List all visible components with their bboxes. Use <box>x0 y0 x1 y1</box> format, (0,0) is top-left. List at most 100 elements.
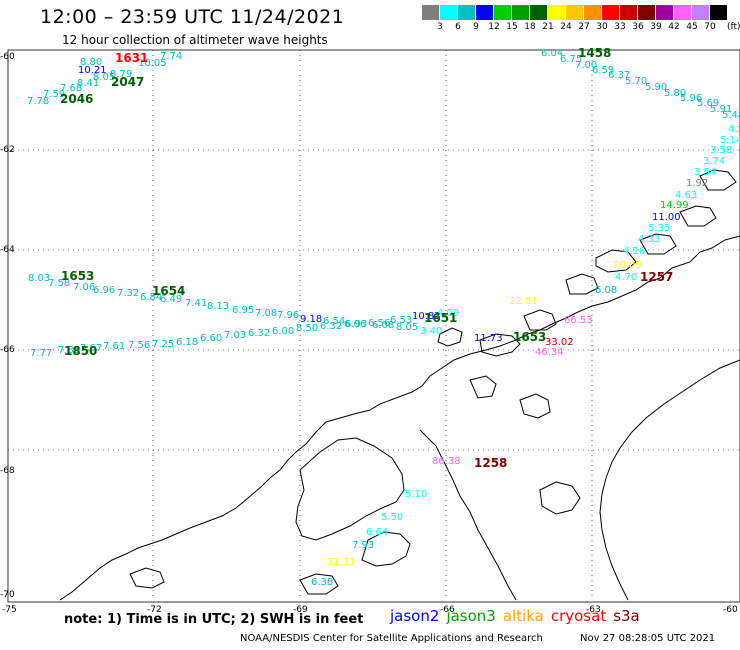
wave-height-reading: 6.32 <box>320 321 342 332</box>
wave-height-reading: 14.99 <box>660 200 689 211</box>
wave-height-reading: 6.53 <box>390 315 412 326</box>
wave-height-reading: 9.18 <box>300 314 322 325</box>
wave-height-reading: 7.56 <box>128 340 150 351</box>
wave-height-reading: 7.67 <box>80 343 102 354</box>
wave-height-reading: 6.37 <box>608 70 630 81</box>
wave-height-reading: 1.92 <box>686 178 708 189</box>
wave-height-reading: 7.03 <box>224 330 246 341</box>
wave-height-reading: 6.60 <box>200 333 222 344</box>
wave-height-reading: 6.18 <box>176 337 198 348</box>
lon-label-63: -63 <box>586 605 601 615</box>
wave-height-reading: 6.32 <box>248 328 270 339</box>
units-note: note: 1) Time is in UTC; 2) SWH is in fe… <box>64 612 364 627</box>
wave-height-reading: 7.93 <box>352 540 374 551</box>
scale-swatch <box>602 5 619 20</box>
wave-height-reading: 6.00 <box>272 326 294 337</box>
wave-height-reading: 7.96 <box>277 310 299 321</box>
wave-height-reading: 6.93 <box>345 319 367 330</box>
wave-height-reading: 6.95 <box>232 305 254 316</box>
wave-height-reading: 4.5 <box>728 124 740 135</box>
scale-swatch <box>584 5 601 20</box>
satellite-legend-entry: cryosat <box>550 607 607 625</box>
pass-time-label: 1257 <box>640 270 673 284</box>
scale-tick-label: 45 <box>686 22 698 32</box>
scale-swatch <box>422 5 439 20</box>
scale-tick-label: 42 <box>668 22 680 32</box>
wave-height-reading: 4.70 <box>615 272 637 283</box>
wave-height-reading: 4.33 <box>638 234 660 245</box>
footer-timestamp: Nov 27 08:28:05 UTC 2021 <box>580 633 716 644</box>
lat-label-60: -60 <box>0 52 15 62</box>
wave-height-reading: 8.80 <box>80 57 102 68</box>
wave-height-reading: 6.59 <box>592 65 614 76</box>
scale-tick-label: 18 <box>524 22 536 32</box>
wave-height-reading: 7.06 <box>73 282 95 293</box>
pass-time-label: 1850 <box>64 344 97 358</box>
coastline <box>59 169 740 601</box>
wave-height-reading: 8.79 <box>110 69 132 80</box>
scale-tick-label: 21 <box>542 22 554 32</box>
wave-height-reading: 5.96 <box>680 93 702 104</box>
pass-time-label: 1653 <box>513 330 546 344</box>
lat-label-64: -64 <box>0 245 15 255</box>
wave-height-reading: 6.08 <box>372 320 394 331</box>
pass-time-label: 2047 <box>111 75 144 89</box>
pass-time-label: 2046 <box>60 92 93 106</box>
scale-swatch <box>620 5 637 20</box>
scale-tick-label: 70 <box>704 22 716 32</box>
wave-height-reading: 8.50 <box>296 323 318 334</box>
wave-height-reading: 8.41 <box>77 78 99 89</box>
wave-height-reading: 3.40 <box>420 326 442 337</box>
wave-height-reading: 8.05 <box>93 72 115 83</box>
wave-height-reading: 6.54 <box>323 316 345 327</box>
wave-height-reading: 8.13 <box>207 301 229 312</box>
scale-swatch <box>440 5 457 20</box>
wave-height-reading: 5.90 <box>645 82 667 93</box>
wave-height-reading: 6.04 <box>541 48 563 59</box>
satellite-legend-entry: s3a <box>613 607 640 625</box>
wave-height-reading: 3.58 <box>710 145 732 156</box>
map-grid <box>8 50 740 600</box>
wave-height-reading: 7.00 <box>575 60 597 71</box>
wave-height-reading: 6.08 <box>595 285 617 296</box>
scale-swatch <box>476 5 493 20</box>
scale-tick-label: 9 <box>473 22 479 32</box>
wave-height-reading: 5.80 <box>664 88 686 99</box>
wave-height-reading: 33.02 <box>545 337 574 348</box>
scale-tick-label: 30 <box>596 22 608 32</box>
scale-tick-label: 36 <box>632 22 644 32</box>
wave-height-reading: 7.35 <box>58 345 80 356</box>
pass-time-label: 1458 <box>578 46 611 60</box>
scale-tick-label: 6 <box>455 22 461 32</box>
wave-height-reading: 7.41 <box>185 298 207 309</box>
scale-swatch <box>512 5 529 20</box>
scale-unit: (ft) <box>727 22 740 32</box>
wave-height-reading: 6.56 <box>368 318 390 329</box>
pass-time-label: 1258 <box>474 456 507 470</box>
wave-height-reading: 5.50 <box>381 512 403 523</box>
wave-height-reading: 7.78 <box>27 96 49 107</box>
scale-tick-label: 27 <box>578 22 590 32</box>
wave-height-reading: 6.38 <box>311 577 333 588</box>
wave-height-reading: 7.32 <box>117 288 139 299</box>
wave-height-reading: 6.84 <box>140 292 162 303</box>
map-subtitle: 12 hour collection of altimeter wave hei… <box>62 33 328 47</box>
wave-height-reading: 6.06 <box>344 319 366 330</box>
scale-swatch <box>710 5 727 20</box>
wave-height-reading: 11.00 <box>652 212 681 223</box>
map-frame <box>7 49 740 603</box>
pass-time-label: 1654 <box>152 284 185 298</box>
wave-height-reading: 86.38 <box>432 456 461 467</box>
scale-swatch <box>530 5 547 20</box>
wave-height-reading: 5.10 <box>405 489 427 500</box>
wave-height-reading: 6.75 <box>560 54 582 65</box>
scale-tick-label: 33 <box>614 22 626 32</box>
lon-label-75: -75 <box>2 605 17 615</box>
satellite-legend-entry: jason2 <box>390 607 440 625</box>
scale-swatch <box>566 5 583 20</box>
scale-tick-label: 3 <box>437 22 443 32</box>
wave-height-reading: 7.77 <box>30 348 52 359</box>
wave-height-reading: 4.09 <box>437 308 459 319</box>
wave-height-reading: 10.21 <box>78 65 107 76</box>
scale-tick-label: 39 <box>650 22 662 32</box>
